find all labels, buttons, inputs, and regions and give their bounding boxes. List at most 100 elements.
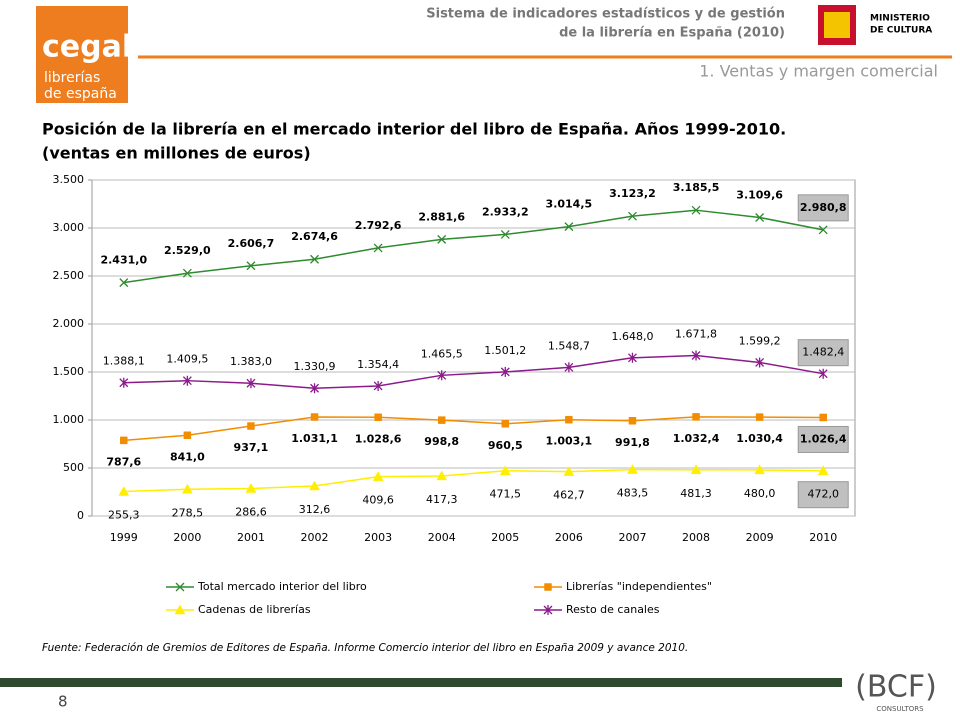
point — [627, 464, 638, 474]
data-label: 2.933,2 — [482, 205, 529, 218]
x-tick-label: 2006 — [555, 531, 583, 544]
data-label: 937,1 — [234, 441, 269, 454]
legend-marker — [544, 583, 552, 591]
x-tick-label: 2005 — [491, 531, 519, 544]
data-label: 841,0 — [170, 450, 205, 463]
data-label: 312,6 — [299, 503, 331, 516]
point — [563, 466, 575, 476]
point — [309, 480, 320, 491]
point — [755, 357, 765, 368]
point — [500, 366, 510, 377]
data-label: 2.674,6 — [291, 230, 338, 243]
ministry: MINISTERIO — [870, 14, 930, 24]
series-line — [123, 468, 824, 493]
legend-label: Total mercado interior del libro — [197, 580, 367, 593]
data-label: 2.431,0 — [100, 254, 147, 267]
legend-marker — [174, 604, 186, 615]
x-tick-label: 2010 — [809, 531, 837, 544]
data-label: 1.501,2 — [484, 344, 526, 357]
logo-text: cegal — [42, 30, 132, 65]
label-highlight — [797, 425, 849, 453]
data-label: 1.548,7 — [548, 339, 590, 352]
data-label: 1.465,5 — [421, 347, 463, 360]
data-label: 3.109,6 — [736, 188, 783, 201]
chart-title: Posición de la librería en el mercado in… — [42, 120, 786, 139]
data-label: 1.599,2 — [739, 334, 781, 347]
data-label: 472,0 — [807, 488, 839, 501]
point — [755, 213, 765, 222]
ministry: DE CULTURA — [870, 26, 932, 36]
data-label: 3.123,2 — [609, 187, 656, 200]
data-label: 1.383,0 — [230, 355, 272, 368]
x-tick-label: 2004 — [428, 531, 456, 544]
x-tick-label: 2000 — [173, 531, 201, 544]
point — [690, 464, 702, 475]
data-label: 481,3 — [680, 487, 712, 500]
point — [436, 470, 448, 481]
point — [628, 417, 637, 425]
data-label: 1.388,1 — [103, 355, 145, 368]
y-tick-label: 2.500 — [53, 269, 85, 282]
point — [501, 420, 510, 428]
source: Fuente: Federación de Gremios de Editore… — [42, 642, 688, 654]
point — [564, 222, 574, 232]
x-tick-label: 2007 — [618, 531, 646, 544]
data-label: 480,0 — [744, 487, 776, 500]
brand-sub: CONSULTORS — [876, 705, 924, 713]
point — [817, 465, 829, 475]
y-tick-label: 2.000 — [53, 317, 85, 330]
chart-title: (ventas en millones de euros) — [42, 144, 311, 163]
point — [564, 362, 574, 373]
data-label: 1.482,4 — [802, 346, 844, 359]
section-title: 1. Ventas y margen comercial — [699, 62, 938, 81]
point — [120, 436, 128, 445]
y-tick-label: 0 — [77, 509, 84, 522]
point — [691, 205, 701, 215]
data-label: 1.028,6 — [355, 432, 402, 445]
label-highlight — [797, 194, 849, 222]
x-tick-label: 2008 — [682, 531, 710, 544]
point — [181, 483, 193, 494]
data-label: 1.032,4 — [673, 432, 720, 445]
y-tick-label: 500 — [63, 461, 84, 474]
point — [119, 278, 129, 288]
x-tick-label: 1999 — [110, 531, 138, 544]
data-label: 278,5 — [172, 506, 204, 519]
point — [437, 234, 447, 244]
x-tick-label: 2002 — [301, 531, 329, 544]
point — [310, 254, 320, 264]
data-label: 1.003,1 — [546, 435, 593, 448]
logo-box — [36, 6, 128, 103]
point — [691, 350, 701, 361]
point — [818, 368, 828, 379]
plot-area — [91, 179, 856, 517]
point — [373, 380, 383, 391]
logo-text: librerías — [44, 70, 100, 86]
data-label: 483,5 — [617, 487, 649, 500]
point — [118, 485, 130, 496]
footer-bar — [0, 678, 842, 687]
x-tick-label: 2003 — [364, 531, 392, 544]
data-label: 3.014,5 — [546, 198, 593, 211]
data-label: 2.792,6 — [355, 219, 402, 232]
y-tick-label: 3.000 — [53, 221, 85, 234]
series-line — [123, 354, 824, 389]
point — [627, 211, 637, 221]
data-label: 2.606,7 — [228, 237, 275, 250]
point — [310, 383, 320, 394]
data-label: 1.030,4 — [736, 432, 783, 445]
data-label: 1.031,1 — [291, 432, 338, 445]
label-highlight — [797, 481, 849, 509]
point — [818, 225, 828, 235]
point — [373, 243, 383, 253]
data-label: 417,3 — [426, 493, 458, 506]
x-tick-label: 2001 — [237, 531, 265, 544]
data-label: 2.529,0 — [164, 244, 211, 257]
data-label: 2.881,6 — [418, 210, 465, 223]
point — [245, 482, 257, 493]
data-label: 255,3 — [108, 508, 140, 521]
data-label: 991,8 — [615, 436, 650, 449]
legend-marker — [543, 605, 553, 615]
point — [119, 377, 129, 388]
